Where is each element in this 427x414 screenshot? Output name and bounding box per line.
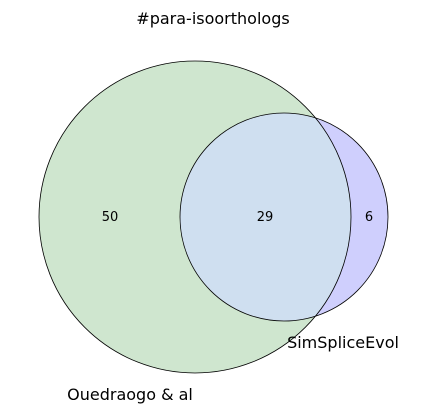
- set-b-label: SimSpliceEvol: [287, 333, 399, 352]
- count-only-b: 6: [365, 210, 373, 225]
- set-a-outline: [38, 60, 352, 374]
- set-b-outline: [179, 112, 389, 322]
- intersection-region: [180, 113, 351, 321]
- set-a-label: Ouedraogo & al: [67, 385, 193, 404]
- count-only-a: 50: [102, 210, 119, 225]
- count-intersection: 29: [257, 210, 274, 225]
- diagram-title: #para-isoorthologs: [136, 9, 289, 28]
